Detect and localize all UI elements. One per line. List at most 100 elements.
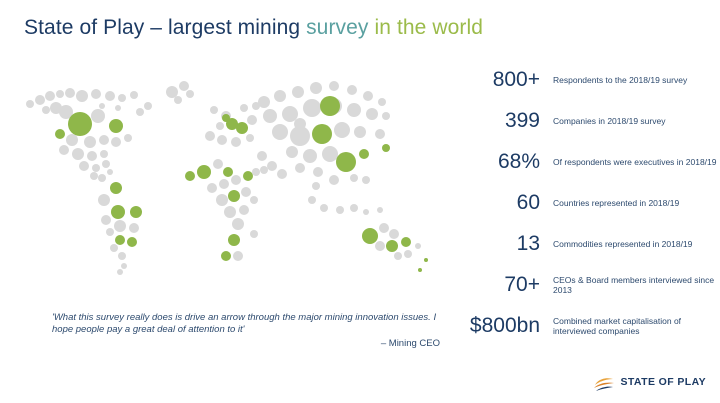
map-bubble: [76, 90, 88, 102]
map-bubble: [207, 183, 217, 193]
map-bubble-highlight: [115, 235, 125, 245]
map-bubble-highlight: [418, 268, 422, 272]
map-bubble-highlight: [223, 167, 233, 177]
stat-executives: 68% Of respondents were executives in 20…: [448, 144, 720, 180]
map-bubble: [366, 108, 378, 120]
map-bubble: [87, 151, 97, 161]
title-part-2: survey: [306, 16, 369, 39]
stat-value: 60: [516, 191, 540, 214]
map-bubble-highlight: [228, 234, 240, 246]
map-bubble: [72, 148, 84, 160]
map-bubble: [186, 90, 194, 98]
map-bubble: [92, 164, 100, 172]
map-bubble: [35, 95, 45, 105]
map-bubble: [179, 81, 189, 91]
map-bubble: [320, 204, 328, 212]
quote-text: 'What this survey really does is drive a…: [52, 312, 437, 335]
map-bubble: [121, 263, 127, 269]
stat-market-cap: $800bn Combined market capitalisation of…: [448, 308, 720, 344]
map-bubble: [216, 122, 224, 130]
map-bubble: [100, 150, 108, 158]
map-bubble: [105, 91, 115, 101]
map-bubble-highlight: [68, 112, 92, 136]
map-bubble-highlight: [359, 149, 369, 159]
map-bubble-highlight: [109, 119, 123, 133]
map-bubble-highlight: [243, 171, 253, 181]
map-bubble: [274, 90, 286, 102]
map-bubble: [217, 135, 227, 145]
map-bubble: [329, 175, 339, 185]
map-bubble: [363, 209, 369, 215]
stat-label: Countries represented in 2018/19: [553, 197, 680, 208]
map-bubble: [239, 205, 249, 215]
map-bubble: [65, 88, 75, 98]
map-bubble-highlight: [424, 258, 428, 262]
map-bubble: [247, 115, 257, 125]
map-bubble: [250, 196, 258, 204]
map-bubble: [174, 96, 182, 104]
map-bubble: [219, 179, 229, 189]
map-bubble-highlight: [401, 237, 411, 247]
map-bubble: [130, 91, 138, 99]
map-bubble: [114, 220, 126, 232]
map-bubble: [115, 105, 121, 111]
map-bubble-highlight: [221, 251, 231, 261]
map-bubble-highlight: [362, 228, 378, 244]
map-bubble: [290, 126, 310, 146]
map-bubble: [240, 104, 248, 112]
map-bubble-highlight: [111, 205, 125, 219]
map-bubble: [350, 174, 358, 182]
state-of-play-logo-icon: [594, 378, 615, 391]
map-bubble: [166, 86, 178, 98]
map-bubble: [378, 98, 386, 106]
map-bubble: [272, 124, 288, 140]
map-bubble: [98, 174, 106, 182]
world-bubble-map: [26, 81, 428, 275]
map-bubble: [258, 96, 270, 108]
map-bubble: [322, 146, 338, 162]
map-bubble: [124, 134, 132, 142]
map-bubble: [79, 161, 89, 171]
map-bubble: [260, 166, 268, 174]
map-bubble: [118, 94, 126, 102]
map-bubble: [26, 100, 34, 108]
map-bubble: [213, 159, 223, 169]
quote-attribution: – Mining CEO: [380, 338, 440, 349]
map-bubble: [210, 106, 218, 114]
map-bubble: [144, 102, 152, 110]
map-bubble: [84, 136, 96, 148]
map-bubble: [232, 218, 244, 230]
map-bubble: [99, 103, 105, 109]
map-bubble-highlight: [127, 237, 137, 247]
map-bubble: [263, 109, 277, 123]
stat-value: 70+: [504, 273, 540, 296]
page-title: State of Play – largest mining survey in…: [24, 16, 483, 40]
map-bubble: [404, 250, 412, 258]
title-part-1: State of Play – largest mining: [24, 16, 307, 39]
map-bubble: [66, 134, 78, 146]
map-bubble: [375, 129, 385, 139]
stat-label: CEOs & Board members interviewed since 2…: [553, 274, 715, 296]
map-bubble: [216, 194, 228, 206]
logo-text: STATE OF PLAY: [620, 376, 706, 388]
map-bubble: [303, 149, 317, 163]
map-bubble: [350, 204, 358, 212]
map-bubble: [45, 91, 55, 101]
stat-value: $800bn: [469, 314, 540, 337]
map-bubble: [129, 223, 139, 233]
map-bubble: [312, 182, 320, 190]
map-bubble: [363, 91, 373, 101]
map-bubble: [382, 112, 390, 120]
stat-label: Respondents to the 2018/19 survey: [553, 74, 688, 85]
map-bubble: [101, 215, 111, 225]
map-bubble: [310, 82, 322, 94]
map-bubble: [295, 163, 305, 173]
map-bubble: [286, 146, 298, 158]
stat-label: Of respondents were executives in 2018/1…: [553, 156, 717, 167]
map-bubble: [250, 230, 258, 238]
map-bubble: [294, 118, 306, 130]
stat-label: Commodities represented in 2018/19: [553, 238, 693, 249]
stat-value: 399: [504, 109, 540, 132]
map-bubble: [313, 167, 323, 177]
map-bubble: [394, 252, 402, 260]
